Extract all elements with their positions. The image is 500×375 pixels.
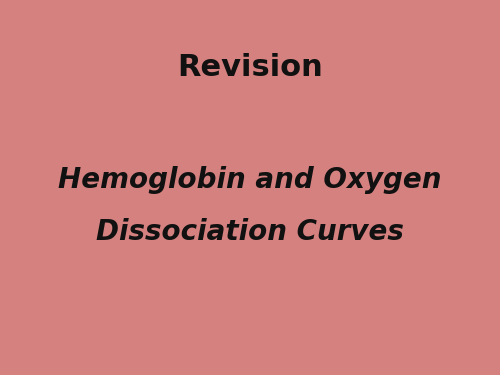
- Text: Revision: Revision: [177, 53, 323, 82]
- Text: Dissociation Curves: Dissociation Curves: [96, 219, 404, 246]
- Text: Hemoglobin and Oxygen: Hemoglobin and Oxygen: [58, 166, 442, 194]
